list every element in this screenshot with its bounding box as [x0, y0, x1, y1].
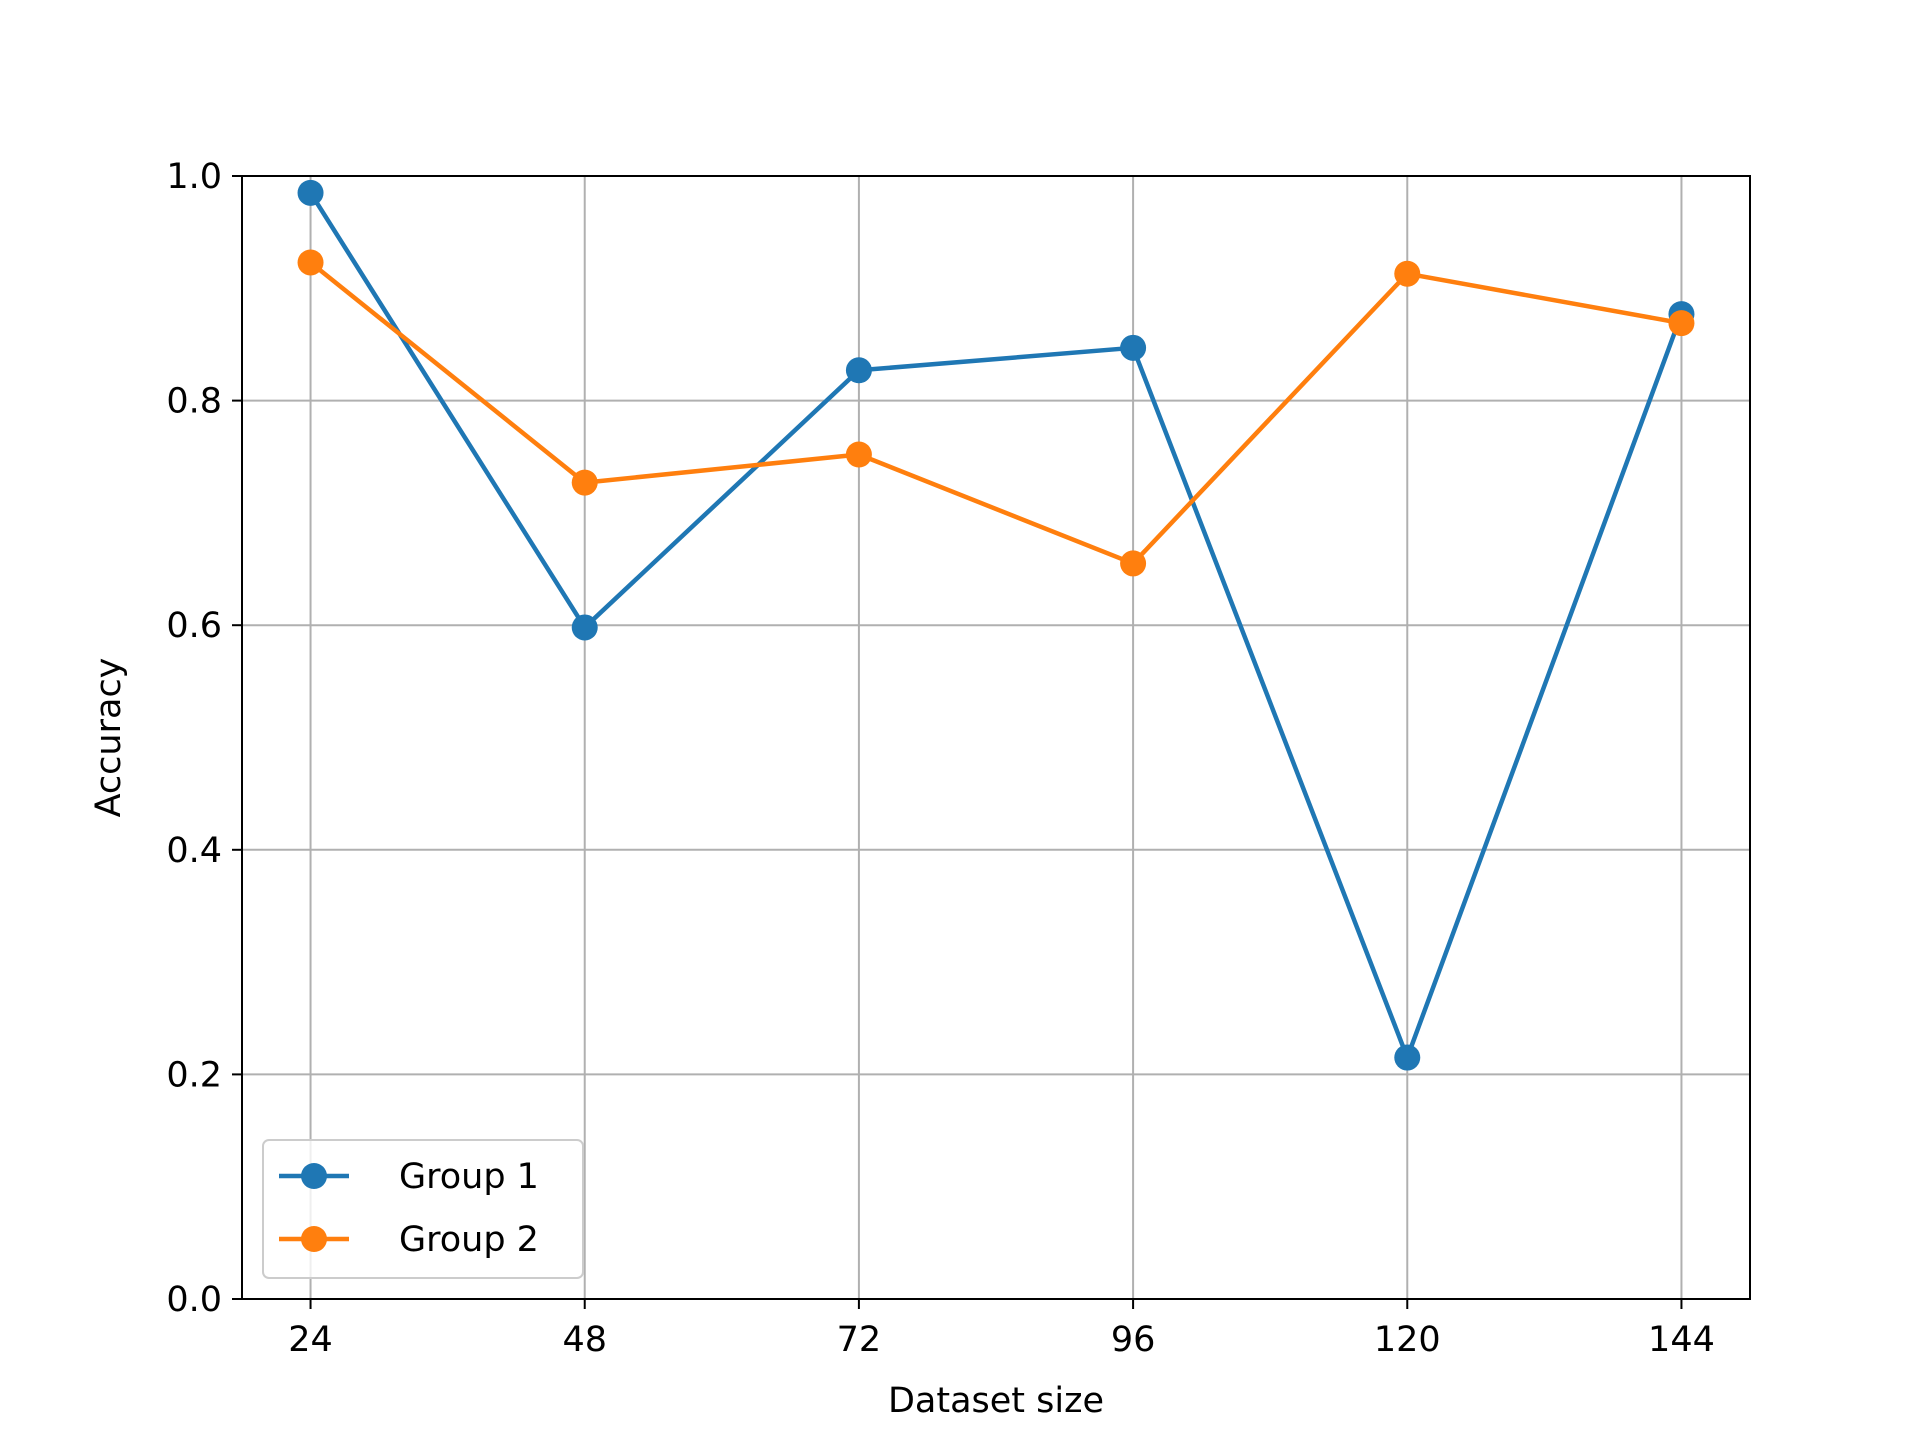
legend-label: Group 2	[399, 1220, 539, 1260]
y-tick-label: 1.0	[166, 157, 222, 197]
series-layer	[297, 179, 1695, 1071]
data-point	[1120, 550, 1147, 577]
data-point	[571, 469, 598, 496]
legend: Group 1 Group 2	[262, 1139, 584, 1279]
data-point	[297, 249, 324, 276]
ticks: 24 48 72 96 120 144 0.0 0.2 0.4 0.6 0.8 1.0	[166, 157, 1715, 1360]
data-point	[845, 441, 872, 468]
y-tick-label: 0.2	[166, 1055, 222, 1095]
data-point	[571, 614, 598, 641]
x-tick-label: 120	[1374, 1320, 1441, 1360]
x-tick-label: 24	[288, 1320, 333, 1360]
data-point	[1394, 260, 1421, 287]
y-tick-label: 0.4	[166, 831, 222, 871]
data-point	[1668, 310, 1695, 337]
y-tick-label: 0.0	[166, 1280, 222, 1320]
legend-marker	[301, 1226, 327, 1252]
legend-marker	[301, 1163, 327, 1189]
legend-label: Group 1	[399, 1157, 539, 1197]
data-point	[1120, 334, 1147, 361]
y-tick-label: 0.6	[166, 606, 222, 646]
x-axis-label: Dataset size	[888, 1381, 1104, 1421]
series-line	[309, 260, 1682, 566]
y-tick-label: 0.8	[166, 382, 222, 422]
legend-entry: Group 2	[279, 1220, 539, 1260]
y-axis-label: Accuracy	[89, 658, 129, 818]
data-point	[1394, 1044, 1421, 1071]
series-2	[297, 249, 1695, 577]
data-point	[845, 357, 872, 384]
x-tick-label: 72	[837, 1320, 882, 1360]
x-tick-label: 144	[1648, 1320, 1715, 1360]
data-point	[297, 179, 324, 206]
x-tick-label: 48	[562, 1320, 607, 1360]
axes-frame	[241, 175, 1751, 1300]
x-tick-label: 96	[1111, 1320, 1156, 1360]
legend-entry: Group 1	[279, 1157, 539, 1197]
series-line	[308, 191, 1684, 1060]
